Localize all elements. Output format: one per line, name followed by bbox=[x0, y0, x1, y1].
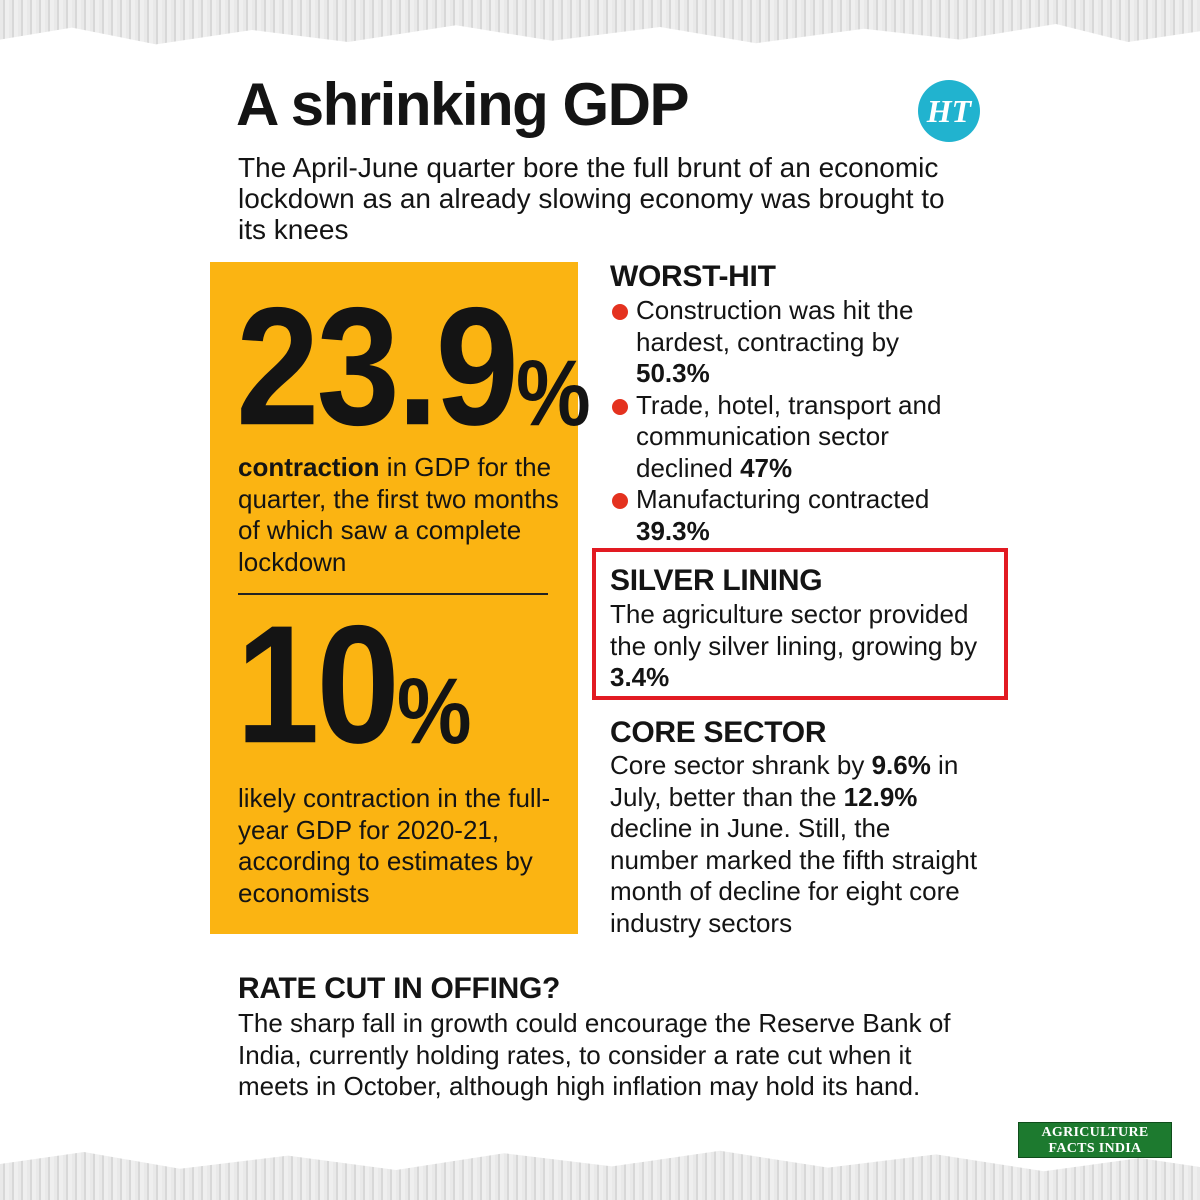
agriculture-facts-india-badge: AGRICULTURE FACTS INDIA bbox=[1018, 1122, 1172, 1158]
silver-lining-highlight-frame bbox=[592, 548, 1008, 700]
subheadline: The April-June quarter bore the full bru… bbox=[238, 152, 945, 245]
silver-lining-value: 3.4% bbox=[610, 662, 670, 692]
worst-hit-item: Construction was hit the hardest, contra… bbox=[610, 295, 970, 390]
worst-hit-item-text: Trade, hotel, transport and communicatio… bbox=[636, 389, 942, 483]
stat-panel bbox=[210, 262, 578, 934]
worst-hit-item-value: 47% bbox=[740, 452, 793, 483]
primary-stat-number: 23.9 bbox=[236, 271, 519, 461]
headline: A shrinking GDP bbox=[236, 71, 690, 138]
torn-paper-top-edge bbox=[0, 0, 1200, 45]
secondary-stat-suffix: % bbox=[396, 658, 472, 764]
worst-hit-item: Manufacturing contracted 39.3% bbox=[610, 484, 970, 547]
primary-stat-description: contraction in GDP for the quarter, the … bbox=[238, 452, 568, 578]
ht-logo-icon: HT bbox=[918, 80, 980, 142]
core-sector-text: Core sector shrank by 9.6% in July, bett… bbox=[610, 750, 985, 939]
rate-cut-title: RATE CUT IN OFFING? bbox=[238, 972, 561, 1005]
worst-hit-item-text: Construction was hit the hardest, contra… bbox=[636, 295, 914, 357]
worst-hit-title: WORST-HIT bbox=[610, 260, 776, 293]
primary-stat-value: 23.9% bbox=[236, 282, 591, 450]
core-sector-value-july: 9.6% bbox=[871, 750, 931, 780]
secondary-stat-description: likely contraction in the full-year GDP … bbox=[238, 783, 551, 908]
core-sector-value-june: 12.9% bbox=[843, 781, 918, 812]
silver-lining-text-body: The agriculture sector provided the only… bbox=[610, 599, 978, 661]
core-sector-title: CORE SECTOR bbox=[610, 716, 827, 749]
primary-stat-desc-rest: in GDP for the quarter, the first two mo… bbox=[238, 452, 559, 577]
core-sector-text-part1: Core sector shrank by bbox=[610, 750, 872, 780]
worst-hit-item-value: 50.3% bbox=[636, 358, 710, 388]
badge-line-2: FACTS INDIA bbox=[1048, 1141, 1142, 1156]
primary-stat-desc-bold: contraction bbox=[238, 452, 380, 482]
red-dot-bullet-icon bbox=[612, 398, 628, 415]
rate-cut-text: The sharp fall in growth could encourage… bbox=[238, 1008, 951, 1101]
secondary-stat-number: 10 bbox=[236, 589, 400, 779]
worst-hit-list: Construction was hit the hardest, contra… bbox=[610, 295, 970, 547]
badge-line-1: AGRICULTURE bbox=[1041, 1125, 1149, 1140]
worst-hit-item-text: Manufacturing contracted bbox=[636, 484, 930, 514]
worst-hit-item: Trade, hotel, transport and communicatio… bbox=[610, 390, 970, 485]
core-sector-text-part2: in July, better than the bbox=[610, 750, 959, 812]
silver-lining-text: The agriculture sector provided the only… bbox=[610, 599, 995, 694]
worst-hit-item-value: 39.3% bbox=[636, 515, 710, 546]
secondary-stat-value: 10% bbox=[236, 600, 472, 768]
silver-lining-title: SILVER LINING bbox=[610, 564, 823, 597]
primary-stat-suffix: % bbox=[515, 340, 591, 446]
stat-divider bbox=[238, 593, 548, 595]
red-dot-bullet-icon bbox=[612, 493, 628, 509]
red-dot-bullet-icon bbox=[612, 304, 628, 320]
core-sector-text-part3: decline in June. Still, the number marke… bbox=[610, 813, 978, 938]
